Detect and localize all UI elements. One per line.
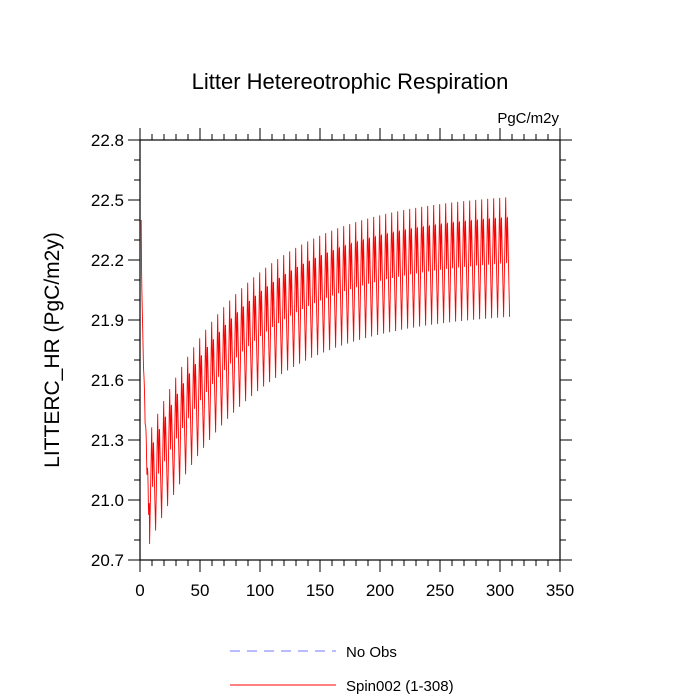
chart-title: Litter Hetereotrophic Respiration — [192, 69, 509, 94]
legend: No Obs Spin002 (1-308) — [230, 644, 454, 695]
y-tick-label: 21.0 — [91, 491, 124, 510]
x-tick-label: 100 — [246, 581, 274, 600]
units-label: PgC/m2y — [497, 110, 559, 127]
x-tick-label: 350 — [546, 581, 574, 600]
y-tick-label: 22.8 — [91, 131, 124, 150]
axis-ticks — [128, 128, 572, 572]
plot-area — [140, 197, 511, 545]
x-tick-label: 50 — [191, 581, 210, 600]
y-tick-label: 21.6 — [91, 371, 124, 390]
plot-frame — [139, 139, 561, 561]
y-axis-label: LITTERC_HR (PgC/m2y) — [41, 232, 64, 468]
series-line-spin002 — [140, 197, 511, 545]
legend-spin-label: Spin002 (1-308) — [346, 678, 454, 695]
x-tick-label: 250 — [426, 581, 454, 600]
y-tick-label: 21.3 — [91, 431, 124, 450]
series-layer — [140, 197, 511, 545]
y-tick-label: 22.5 — [91, 191, 124, 210]
y-tick-label: 22.2 — [91, 251, 124, 270]
x-tick-label: 300 — [486, 581, 514, 600]
x-tick-label: 150 — [306, 581, 334, 600]
y-tick-label: 21.9 — [91, 311, 124, 330]
axis-tick-labels: 0 50 100 150 200 250 300 350 20.7 21.0 21.3 21.6 21.… — [91, 131, 574, 600]
x-tick-label: 0 — [135, 581, 144, 600]
legend-no-obs-label: No Obs — [346, 644, 397, 661]
y-tick-label: 20.7 — [91, 551, 124, 570]
x-tick-label: 200 — [366, 581, 394, 600]
